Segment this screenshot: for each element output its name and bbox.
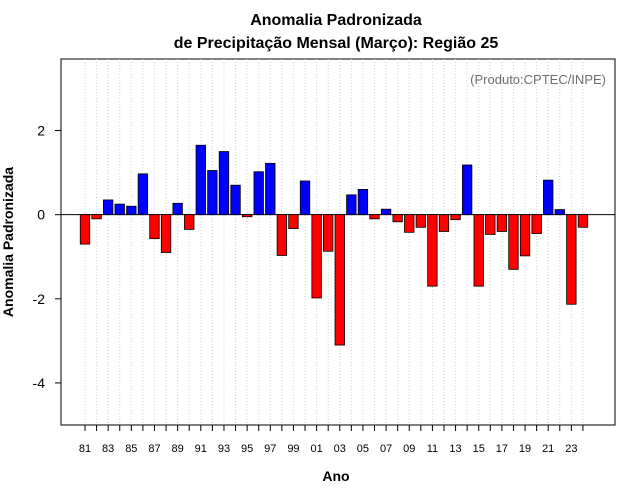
bar-98: [276, 214, 288, 256]
bar-94: [230, 184, 241, 216]
x-tick-label-85: 85: [125, 443, 137, 455]
bar-03: [334, 214, 345, 346]
bar-88: [160, 214, 172, 253]
bar-18: [508, 214, 519, 270]
bar-81: [79, 214, 91, 245]
bar-01: [311, 214, 322, 299]
y-axis: -4 -2 0 2: [33, 123, 61, 391]
bar-20: [531, 214, 542, 234]
bars-layer: [79, 144, 589, 346]
plot-frame: [60, 58, 616, 426]
y-axis-label: Anomalia Padronizada: [0, 167, 16, 317]
y-tick-label: 0: [37, 207, 45, 223]
bar-04: [346, 194, 357, 216]
bar-91: [195, 144, 206, 216]
y-tick-label: -2: [33, 291, 46, 307]
bar-10: [415, 214, 426, 228]
bar-11: [427, 214, 438, 287]
bar-83: [103, 199, 114, 216]
x-tick-label-17: 17: [496, 443, 508, 455]
bar-15: [473, 214, 484, 287]
bar-84: [114, 203, 125, 216]
bar-21: [543, 179, 554, 216]
bar-06: [369, 214, 380, 220]
x-tick-label-09: 09: [403, 443, 415, 455]
x-tick-label-15: 15: [473, 443, 485, 455]
bar-85: [126, 205, 137, 216]
x-tick-label-03: 03: [334, 443, 346, 455]
x-tick-label-99: 99: [287, 443, 299, 455]
x-tick-label-89: 89: [172, 443, 184, 455]
bar-92: [207, 170, 218, 216]
bar-95: [241, 214, 253, 218]
bar-90: [184, 214, 195, 230]
bar-02: [323, 214, 334, 252]
bar-99: [288, 214, 299, 229]
bar-93: [218, 151, 230, 216]
bar-16: [485, 214, 496, 235]
x-tick-label-23: 23: [565, 443, 577, 455]
x-tick-label-19: 19: [519, 443, 531, 455]
x-axis-label: Ano: [322, 468, 349, 484]
bar-05: [357, 189, 369, 216]
bar-82: [91, 214, 102, 220]
x-tick-label-11: 11: [427, 443, 438, 455]
bar-89: [172, 202, 183, 216]
x-tick-label-81: 81: [79, 443, 91, 455]
bar-00: [299, 180, 311, 216]
bar-08: [392, 214, 403, 223]
chart-title-line-1: Anomalia Padronizada: [250, 12, 422, 29]
x-tick-label-97: 97: [264, 443, 276, 455]
bar-87: [149, 214, 160, 240]
bar-22: [554, 209, 565, 216]
bar-13: [450, 214, 461, 221]
x-tick-label-07: 07: [380, 443, 392, 455]
bar-07: [380, 208, 392, 216]
x-axis: 81 83 85 87 89 91 93 95 97 99 01 03 05 07 09 11 13 15 17 19…: [79, 425, 584, 455]
y-tick-label: -4: [33, 375, 46, 391]
chart-title-line-2: de Precipitação Mensal (Março): Região 2…: [174, 35, 499, 52]
x-tick-label-83: 83: [102, 443, 114, 455]
bar-96: [253, 171, 264, 216]
bar-14: [461, 164, 473, 216]
x-tick-label-01: 01: [310, 443, 322, 455]
x-tick-label-93: 93: [218, 443, 230, 455]
x-tick-label-05: 05: [357, 443, 369, 455]
x-tick-label-13: 13: [449, 443, 461, 455]
bar-24: [577, 214, 589, 228]
x-tick-label-95: 95: [241, 443, 253, 455]
bar-17: [496, 214, 508, 232]
bar-97: [265, 162, 276, 216]
x-tick-label-21: 21: [542, 443, 554, 455]
bar-12: [438, 214, 450, 232]
grid-layer: [84, 59, 584, 425]
bar-19: [519, 214, 531, 257]
bar-23: [566, 214, 577, 305]
x-tick-label-91: 91: [195, 443, 207, 455]
credit-text: (Produto:CPTEC/INPE): [470, 72, 606, 87]
x-tick-label-87: 87: [148, 443, 160, 455]
y-tick-label: 2: [37, 123, 45, 139]
bar-09: [404, 214, 415, 233]
bar-86: [137, 173, 149, 216]
